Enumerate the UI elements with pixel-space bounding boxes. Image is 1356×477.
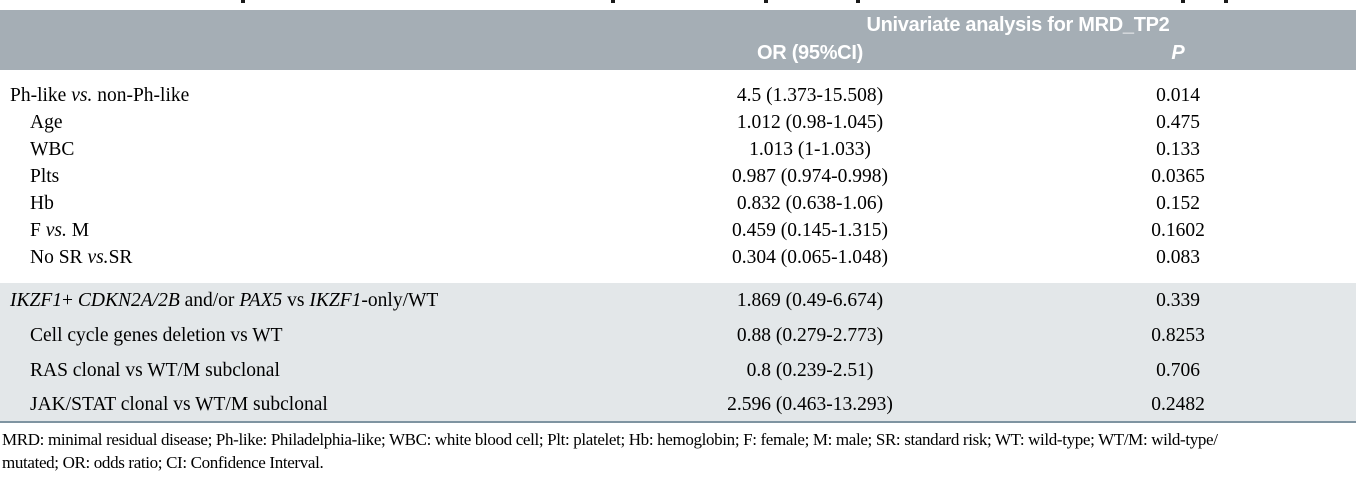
row-label-segment: F bbox=[30, 219, 46, 241]
row-label: No SR vs.SR bbox=[0, 247, 620, 269]
row-label-italic-segment: IKZF1 bbox=[309, 289, 362, 311]
row-or-ci-value: 0.8 (0.239-2.51) bbox=[746, 359, 874, 381]
row-or-ci-value: 0.832 (0.638-1.06) bbox=[736, 192, 884, 214]
footnote-line: mutated; OR: odds ratio; CI: Confidence … bbox=[2, 453, 324, 472]
row-label-segment: M bbox=[66, 219, 90, 241]
row-label-segment: non-Ph-like bbox=[92, 84, 190, 106]
column-header-p: P bbox=[1171, 42, 1185, 64]
table-row: RAS clonal vs WT/M subclonal 0.8 (0.239-2… bbox=[0, 353, 1356, 388]
row-label: Ph-like vs. non-Ph-like bbox=[0, 85, 620, 107]
row-label-segment: Cell cycle genes deletion vs WT bbox=[30, 324, 283, 346]
row-or-ci-value: 1.013 (1-1.033) bbox=[749, 138, 871, 160]
table-row: Age 1.012 (0.98-1.045) 0.475 bbox=[0, 109, 1356, 136]
row-p-value: 0.475 bbox=[1156, 111, 1200, 133]
column-headers: OR (95%CI) P bbox=[0, 42, 1356, 65]
row-or-ci-value: 0.459 (0.145-1.315) bbox=[732, 219, 888, 241]
row-label-segment: No SR bbox=[30, 246, 88, 268]
row-label-segment: vs bbox=[282, 289, 310, 311]
row-label: Plts bbox=[0, 166, 620, 188]
row-label-segment: + bbox=[62, 289, 78, 311]
row-label-italic-segment: IKZF1 bbox=[10, 289, 63, 311]
table-row: Hb 0.832 (0.638-1.06) 0.152 bbox=[0, 190, 1356, 217]
row-label-segment: JAK/STAT clonal vs WT/M subclonal bbox=[30, 393, 328, 415]
row-or-ci-value: 1.869 (0.49-6.674) bbox=[736, 289, 884, 311]
table-row: WBC 1.013 (1-1.033) 0.133 bbox=[0, 136, 1356, 163]
row-label: WBC bbox=[0, 139, 620, 161]
row-label: Cell cycle genes deletion vs WT bbox=[0, 325, 620, 347]
row-label: JAK/STAT clonal vs WT/M subclonal bbox=[0, 394, 620, 416]
row-label-segment: SR bbox=[108, 246, 133, 268]
row-label: F vs. M bbox=[0, 220, 620, 242]
table-footnote: MRD: minimal residual disease; Ph-like: … bbox=[0, 425, 1356, 474]
row-label: IKZF1+ CDKN2A/2B and/or PAX5 vs IKZF1-on… bbox=[0, 290, 620, 312]
row-or-ci-value: 1.012 (0.98-1.045) bbox=[736, 111, 884, 133]
row-label-italic-segment: PAX5 bbox=[239, 289, 283, 311]
row-label-italic-segment: vs. bbox=[45, 219, 67, 241]
row-label: RAS clonal vs WT/M subclonal bbox=[0, 360, 620, 382]
row-label: Age bbox=[0, 112, 620, 134]
row-p-value: 0.339 bbox=[1156, 289, 1200, 311]
cropped-text-artifact bbox=[764, 0, 768, 3]
footnote-line: MRD: minimal residual disease; Ph-like: … bbox=[2, 430, 1218, 449]
cropped-text-artifact bbox=[241, 0, 245, 3]
cropped-text-artifact bbox=[1224, 0, 1228, 3]
row-p-value: 0.133 bbox=[1156, 138, 1200, 160]
table-rows: Ph-like vs. non-Ph-like 4.5 (1.373-15.508… bbox=[0, 70, 1356, 423]
row-p-value: 0.083 bbox=[1156, 246, 1200, 268]
row-label-segment: Age bbox=[30, 111, 63, 133]
row-label: Hb bbox=[0, 193, 620, 215]
table-row: F vs. M 0.459 (0.145-1.315) 0.1602 bbox=[0, 217, 1356, 244]
column-header-spacer bbox=[0, 42, 620, 65]
row-label-segment: Ph-like bbox=[10, 84, 72, 106]
row-label-segment: Plts bbox=[30, 165, 60, 187]
cropped-text-artifact bbox=[1181, 0, 1185, 3]
row-or-ci-value: 0.987 (0.974-0.998) bbox=[732, 165, 888, 187]
row-p-value: 0.014 bbox=[1156, 84, 1200, 106]
row-or-ci-value: 2.596 (0.463-13.293) bbox=[727, 393, 893, 415]
group-header-title: Univariate analysis for MRD_TP2 bbox=[866, 14, 1170, 36]
table-row: JAK/STAT clonal vs WT/M subclonal 2.596 (… bbox=[0, 388, 1356, 423]
row-p-value: 0.8253 bbox=[1151, 324, 1205, 346]
table-row: Plts 0.987 (0.974-0.998) 0.0365 bbox=[0, 163, 1356, 190]
table-header-band: Univariate analysis for MRD_TP2 OR (95%C… bbox=[0, 10, 1356, 70]
row-or-ci-value: 0.88 (0.279-2.773) bbox=[736, 324, 884, 346]
table-row: Ph-like vs. non-Ph-like 4.5 (1.373-15.508… bbox=[0, 82, 1356, 109]
row-label-segment: WBC bbox=[30, 138, 75, 160]
table-row: IKZF1+ CDKN2A/2B and/or PAX5 vs IKZF1-on… bbox=[0, 283, 1356, 318]
row-label-segment: and/or bbox=[179, 289, 240, 311]
table-row: No SR vs.SR 0.304 (0.065-1.048) 0.083 bbox=[0, 244, 1356, 271]
row-p-value: 0.1602 bbox=[1151, 219, 1205, 241]
row-label-segment: Hb bbox=[30, 192, 54, 214]
cropped-text-artifact bbox=[611, 0, 615, 3]
row-p-value: 0.0365 bbox=[1151, 165, 1205, 187]
table-row: Cell cycle genes deletion vs WT 0.88 (0.2… bbox=[0, 318, 1356, 353]
row-label-italic-segment: vs. bbox=[71, 84, 93, 106]
cropped-text-artifact bbox=[856, 0, 860, 3]
row-label-italic-segment: CDKN2A/2B bbox=[77, 289, 180, 311]
row-label-segment: RAS clonal vs WT/M subclonal bbox=[30, 359, 280, 381]
row-label-segment: -only/WT bbox=[361, 289, 439, 311]
row-p-value: 0.2482 bbox=[1151, 393, 1205, 415]
row-or-ci-value: 0.304 (0.065-1.048) bbox=[732, 246, 888, 268]
column-header-or-ci: OR (95%CI) bbox=[757, 42, 863, 64]
row-p-value: 0.152 bbox=[1156, 192, 1200, 214]
row-label-italic-segment: vs. bbox=[87, 246, 109, 268]
row-or-ci-value: 4.5 (1.373-15.508) bbox=[736, 84, 884, 106]
row-p-value: 0.706 bbox=[1156, 359, 1200, 381]
